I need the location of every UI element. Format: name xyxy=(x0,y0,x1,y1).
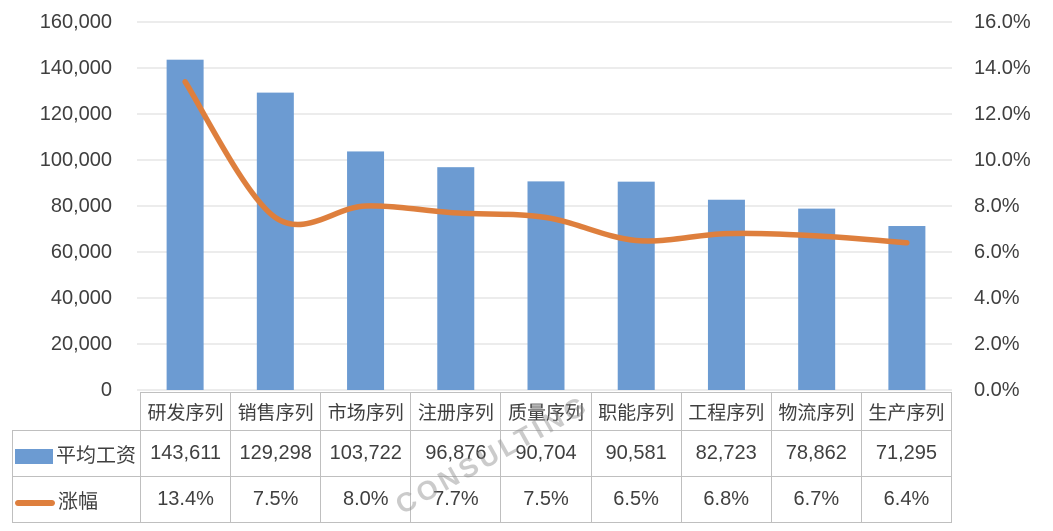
category-label: 工程序列 xyxy=(680,392,772,431)
data-table: 研发序列 销售序列 市场序列 注册序列 质量序列 职能序列 工程序列 物流序列 生产序列 平均工资… xyxy=(12,392,953,523)
bar-质量序列 xyxy=(527,181,565,390)
series-label: 平均工资 xyxy=(56,445,136,467)
value-cell: 7.5% xyxy=(500,476,592,523)
left-axis-tick: 120,000 xyxy=(39,103,112,125)
right-axis-tick: 4.0% xyxy=(974,287,1020,309)
right-axis-tick: 8.0% xyxy=(974,195,1020,217)
bar-销售序列 xyxy=(256,92,294,391)
value-cell: 6.8% xyxy=(680,476,772,523)
value-cell: 13.4% xyxy=(139,476,232,523)
category-header-row: 研发序列 销售序列 市场序列 注册序列 质量序列 职能序列 工程序列 物流序列 生产序列 xyxy=(13,392,953,431)
value-cell: 7.7% xyxy=(410,476,502,523)
right-axis-tick: 12.0% xyxy=(974,103,1031,125)
value-cell: 78,862 xyxy=(770,430,862,477)
value-cell: 143,611 xyxy=(139,430,232,477)
value-cell: 6.7% xyxy=(770,476,862,523)
value-cell: 96,876 xyxy=(410,430,502,477)
left-axis-tick: 0 xyxy=(100,379,112,401)
bar-注册序列 xyxy=(437,167,475,390)
table-row: 涨幅 13.4% 7.5% 8.0% 7.7% 7.5% 6.5% 6.8% 6.7% 6.4% xyxy=(12,476,953,523)
value-cell: 71,295 xyxy=(860,430,953,477)
left-axis-tick: 80,000 xyxy=(50,195,112,217)
value-cell: 90,581 xyxy=(590,430,682,477)
right-axis-tick: 2.0% xyxy=(974,333,1020,355)
category-label: 市场序列 xyxy=(320,392,412,431)
value-cell: 8.0% xyxy=(320,476,412,523)
left-axis-tick: 160,000 xyxy=(39,11,112,33)
value-cell: 129,298 xyxy=(230,430,322,477)
left-axis-tick: 60,000 xyxy=(50,241,112,263)
right-axis-tick: 6.0% xyxy=(974,241,1020,263)
bar-职能序列 xyxy=(617,181,655,390)
right-axis-tick: 14.0% xyxy=(974,57,1031,79)
category-label: 研发序列 xyxy=(139,392,232,431)
category-label: 物流序列 xyxy=(770,392,862,431)
value-cell: 82,723 xyxy=(680,430,772,477)
bar-工程序列 xyxy=(707,199,745,390)
value-cell: 90,704 xyxy=(500,430,592,477)
value-cell: 7.5% xyxy=(230,476,322,523)
category-label: 质量序列 xyxy=(500,392,592,431)
left-axis-tick: 40,000 xyxy=(50,287,112,309)
bar-legend-icon xyxy=(15,449,53,465)
bar-生产序列 xyxy=(888,226,926,390)
category-label: 生产序列 xyxy=(860,392,953,431)
category-label: 销售序列 xyxy=(230,392,322,431)
value-cell: 6.5% xyxy=(590,476,682,523)
bar-市场序列 xyxy=(347,151,385,390)
line-legend-icon xyxy=(15,499,55,506)
left-axis-tick: 100,000 xyxy=(39,149,112,171)
right-axis-tick: 10.0% xyxy=(974,149,1031,171)
bar-研发序列 xyxy=(166,59,204,390)
right-axis-tick: 0.0% xyxy=(974,379,1020,401)
series-label: 涨幅 xyxy=(58,491,98,513)
category-label: 职能序列 xyxy=(590,392,682,431)
value-cell: 6.4% xyxy=(860,476,953,523)
table-row: 平均工资 143,611 129,298 103,722 96,876 90,704 90,… xyxy=(12,430,953,477)
growth-line xyxy=(182,79,910,246)
left-axis-tick: 20,000 xyxy=(50,333,112,355)
category-label: 注册序列 xyxy=(410,392,502,431)
plot-area xyxy=(137,21,952,391)
left-axis-tick: 140,000 xyxy=(39,57,112,79)
value-cell: 103,722 xyxy=(320,430,412,477)
right-axis-tick: 16.0% xyxy=(974,11,1031,33)
legend-row-header: 平均工资 xyxy=(12,430,141,477)
table-corner xyxy=(13,393,141,431)
legend-row-header: 涨幅 xyxy=(12,476,141,523)
